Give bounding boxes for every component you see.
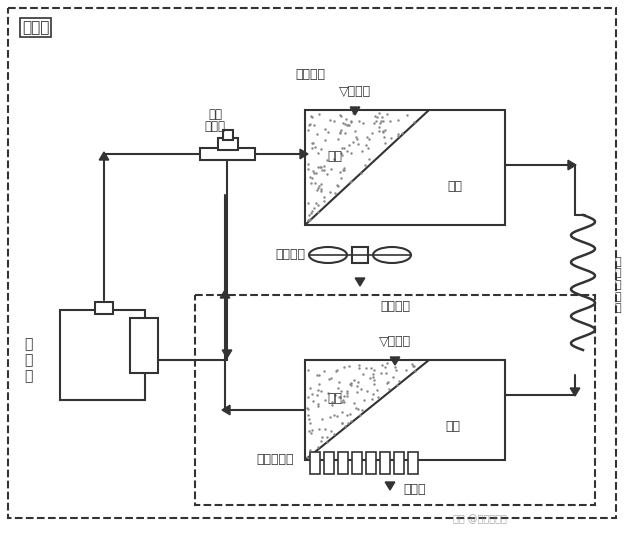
Polygon shape [222,350,232,358]
Text: 室外机: 室外机 [22,20,49,35]
Text: 轴流风机: 轴流风机 [275,248,305,261]
Text: 室内机: 室内机 [404,483,426,496]
Bar [408,452,418,474]
Text: 压
缩
机: 压 缩 机 [24,337,32,383]
Polygon shape [222,405,230,415]
Polygon shape [350,107,360,115]
Text: 室内空气: 室内空气 [380,300,410,313]
Text: 头条 @哥专修电器: 头条 @哥专修电器 [453,514,507,524]
Bar [366,452,376,474]
Bar [60,310,145,400]
Text: 四通阀: 四通阀 [205,120,226,133]
Bar [305,360,505,460]
Text: 液体: 液体 [447,180,463,193]
Bar [195,295,595,505]
Text: 液体: 液体 [446,420,461,433]
Bar [394,452,404,474]
Polygon shape [355,278,365,286]
Polygon shape [99,152,109,160]
Text: 室外空气: 室外空气 [295,68,325,81]
Bar [352,452,362,474]
Bar [130,318,158,373]
Bar [218,138,238,150]
Polygon shape [568,160,576,170]
Bar [223,130,233,140]
Bar [305,110,505,225]
Bar [310,452,320,474]
Text: ▽冷凝器: ▽冷凝器 [339,85,371,98]
Text: 气体: 气体 [327,150,343,163]
Text: ▽蒸发器: ▽蒸发器 [379,335,411,348]
Polygon shape [300,149,308,159]
Bar [95,302,113,314]
Polygon shape [570,388,580,396]
Polygon shape [390,357,400,365]
Polygon shape [220,290,230,298]
Bar [338,452,348,474]
Text: 制
冷
毛
细
管: 制 冷 毛 细 管 [615,257,621,313]
Bar [324,452,334,474]
Bar [380,452,390,474]
Bar [352,247,368,263]
Bar [200,148,255,160]
Polygon shape [385,482,395,490]
Text: 气体: 气体 [327,392,343,405]
Text: 贯流风机口: 贯流风机口 [256,453,294,466]
Text: 电磁: 电磁 [208,108,222,121]
